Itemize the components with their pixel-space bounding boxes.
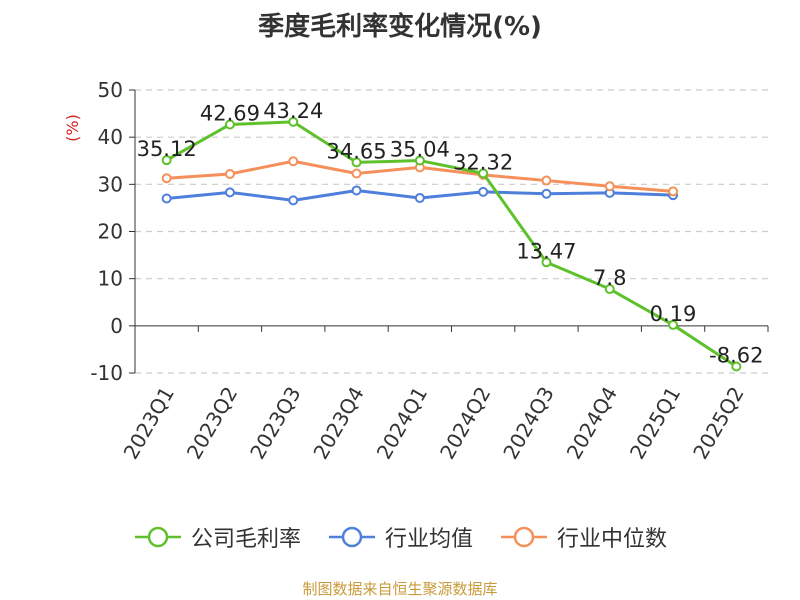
data-point (224, 119, 235, 130)
data-point (668, 319, 679, 330)
data-point (351, 168, 362, 179)
x-tick-label: 2025Q1 (625, 383, 685, 464)
data-point (224, 187, 235, 198)
y-tick-label: -10 (90, 361, 123, 385)
data-point (351, 185, 362, 196)
data-label: 7.8 (593, 266, 626, 290)
data-point (288, 116, 299, 127)
x-tick-label: 2024Q4 (562, 383, 622, 464)
x-tick-label: 2024Q3 (498, 383, 558, 464)
data-point (668, 186, 679, 197)
legend-item[interactable]: 公司毛利率 (133, 521, 301, 553)
data-point (161, 173, 172, 184)
data-label: 35.04 (390, 138, 450, 162)
chart-legend: 公司毛利率 行业均值 行业中位数 (0, 521, 800, 553)
x-tick-label: 2023Q2 (182, 383, 242, 464)
x-tick-label: 2023Q4 (308, 383, 368, 464)
x-tick-label: 2024Q1 (372, 383, 432, 464)
data-point (161, 193, 172, 204)
data-point (224, 168, 235, 179)
y-tick-label: 50 (98, 78, 123, 102)
legend-marker-icon (134, 526, 181, 548)
data-label: 43.24 (263, 99, 323, 123)
series-line (165, 120, 738, 368)
data-label: 34.65 (326, 139, 386, 163)
x-tick-label: 2025Q2 (688, 383, 748, 464)
data-point (604, 181, 615, 192)
chart-title: 季度毛利率变化情况(%) (258, 12, 542, 42)
data-label: 35.12 (137, 137, 197, 161)
y-tick-label: 30 (98, 172, 123, 196)
data-point (161, 155, 172, 166)
x-tick-label: 2023Q1 (119, 383, 179, 464)
legend-item[interactable]: 行业均值 (327, 521, 473, 553)
data-point (478, 168, 489, 179)
data-point (288, 156, 299, 167)
data-label: 32.32 (453, 150, 513, 174)
data-point (414, 155, 425, 166)
data-label: 0.19 (650, 302, 697, 326)
data-point (541, 175, 552, 186)
data-point (604, 284, 615, 295)
data-label: -8.62 (709, 343, 763, 367)
legend-label: 公司毛利率 (190, 527, 301, 552)
y-tick-label: 40 (98, 125, 123, 149)
legend-marker-icon (328, 526, 375, 548)
data-point (731, 361, 742, 372)
data-label: 42.69 (200, 101, 260, 125)
legend-label: 行业中位数 (557, 527, 668, 552)
x-tick-label: 2024Q2 (435, 383, 495, 464)
y-axis-label: (%) (63, 114, 82, 142)
legend-label: 行业均值 (384, 527, 473, 552)
data-label: 13.47 (516, 239, 576, 263)
data-point (541, 188, 552, 199)
source-note: 制图数据来自恒生聚源数据库 (302, 580, 498, 598)
data-point (288, 195, 299, 206)
y-tick-label: 10 (98, 267, 123, 291)
legend-marker-icon (501, 526, 547, 548)
y-tick-label: 0 (110, 314, 123, 338)
data-point (541, 257, 552, 268)
y-tick-label: 20 (98, 220, 123, 244)
data-point (414, 193, 425, 204)
data-point (478, 186, 489, 197)
legend-item[interactable]: 行业中位数 (499, 521, 667, 553)
data-point (351, 157, 362, 168)
x-tick-label: 2023Q3 (245, 383, 305, 464)
